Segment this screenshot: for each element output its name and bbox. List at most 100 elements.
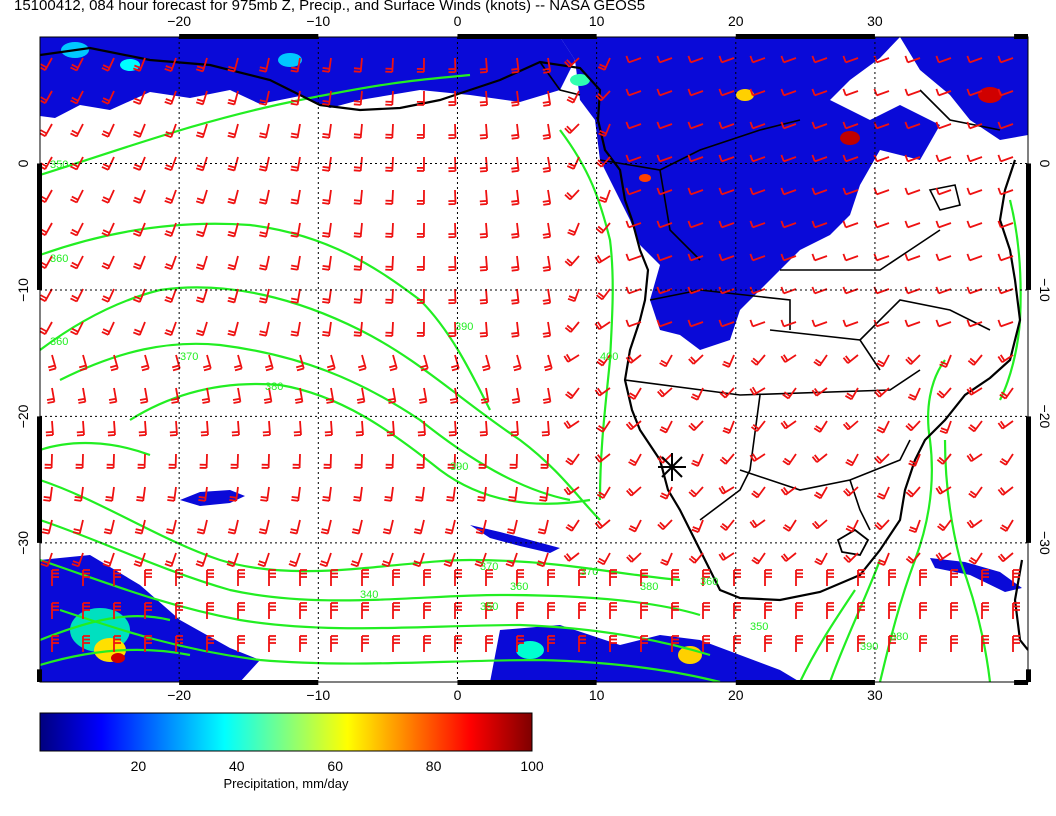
- wind-barb: [733, 602, 741, 619]
- wind-barb: [595, 222, 611, 234]
- wind-barb: [563, 486, 580, 496]
- wind-barb: [966, 187, 983, 196]
- wind-barb: [416, 222, 425, 238]
- wind-barb: [795, 602, 803, 619]
- wind-barb: [764, 569, 772, 586]
- wind-barb: [227, 321, 239, 337]
- wind-barb: [416, 288, 425, 304]
- wind-barb: [290, 255, 301, 271]
- wind-barb: [782, 453, 797, 466]
- wind-barb: [780, 420, 797, 430]
- wind-barb: [259, 255, 270, 271]
- frame-bar-right: [1026, 163, 1031, 290]
- wind-barb: [350, 552, 363, 568]
- wind-barb: [687, 88, 704, 97]
- wind-barb: [416, 321, 425, 337]
- wind-barb: [842, 354, 859, 364]
- wind-barb: [509, 453, 518, 469]
- wind-barb: [722, 420, 735, 434]
- contour-label: 360: [50, 253, 68, 265]
- precip-central-africa: [560, 37, 940, 350]
- wind-barb: [353, 57, 363, 73]
- wind-barb: [627, 387, 642, 400]
- wind-barb: [780, 286, 797, 295]
- wind-barb: [749, 253, 766, 262]
- wind-barb: [564, 255, 580, 267]
- wind-barb: [857, 635, 865, 652]
- wind-barb: [966, 55, 983, 64]
- wind-barb: [320, 519, 332, 535]
- wind-barb: [718, 55, 735, 64]
- lat-tick-label-left: −10: [15, 278, 31, 302]
- wind-barb: [937, 519, 952, 532]
- wind-barb: [479, 255, 488, 272]
- wind-barb: [354, 453, 363, 469]
- wind-barb: [687, 319, 704, 328]
- wind-barb: [842, 187, 859, 196]
- wind-barb: [625, 55, 642, 64]
- wind-barb: [780, 354, 797, 363]
- wind-barb: [966, 121, 983, 130]
- frame-bar-right: [1026, 416, 1031, 543]
- wind-barb: [640, 602, 648, 619]
- wind-barb: [935, 121, 952, 130]
- wind-barb: [935, 253, 952, 262]
- wind-barb: [289, 519, 301, 535]
- wind-barb: [598, 189, 611, 204]
- wind-barb: [997, 220, 1014, 229]
- wind-barb: [485, 602, 493, 619]
- wind-barb: [448, 255, 457, 272]
- wind-barb: [227, 519, 239, 535]
- wind-barb: [997, 420, 1014, 430]
- wind-barb: [167, 486, 177, 502]
- wind-barb: [811, 121, 828, 130]
- wind-barb: [547, 602, 555, 619]
- wind-barb: [904, 187, 921, 196]
- wind-barb: [70, 156, 84, 171]
- wind-barb: [656, 220, 673, 229]
- wind-barb: [206, 635, 214, 652]
- wind-barb: [857, 569, 865, 586]
- wind-barb: [567, 288, 580, 303]
- wind-barb: [237, 635, 245, 652]
- wind-barb: [536, 552, 549, 568]
- wind-barb: [814, 552, 828, 566]
- wind-barb: [997, 154, 1014, 163]
- wind-barb: [640, 635, 648, 652]
- wind-barb: [164, 90, 177, 106]
- wind-barb: [454, 569, 462, 586]
- wind-barb: [565, 519, 580, 532]
- wind-barb: [70, 123, 84, 138]
- wind-barb: [227, 123, 239, 139]
- observation-marker: [658, 453, 686, 481]
- wind-barb: [540, 453, 549, 469]
- lon-tick-label-top: −10: [306, 13, 330, 29]
- wind-barb: [479, 156, 488, 173]
- wind-barb: [259, 222, 270, 238]
- wind-barb: [227, 90, 239, 106]
- contour-label: 390: [450, 461, 468, 473]
- wind-barb: [268, 602, 276, 619]
- wind-barb: [43, 486, 53, 502]
- wind-barb: [75, 453, 84, 469]
- wind-barb: [416, 57, 425, 73]
- wind-barb: [322, 222, 332, 238]
- wind-barb: [326, 354, 336, 372]
- wind-barb: [968, 552, 983, 565]
- lat-tick-label-right: −20: [1037, 405, 1053, 429]
- wind-barb: [702, 635, 710, 652]
- wind-barb: [511, 57, 520, 74]
- wind-barb: [233, 354, 243, 372]
- lon-tick-label-bottom: 30: [867, 687, 883, 703]
- wind-barb: [749, 88, 766, 97]
- wind-barb: [227, 189, 239, 205]
- wind-barb: [237, 602, 245, 619]
- wind-barb: [873, 154, 890, 163]
- frame-bar-left: [37, 669, 42, 682]
- wind-barb: [826, 635, 834, 652]
- height-contour-line: [40, 286, 601, 521]
- wind-barb: [780, 154, 797, 163]
- wind-barb: [656, 154, 673, 163]
- wind-barb: [811, 453, 828, 463]
- wind-barb: [719, 453, 735, 465]
